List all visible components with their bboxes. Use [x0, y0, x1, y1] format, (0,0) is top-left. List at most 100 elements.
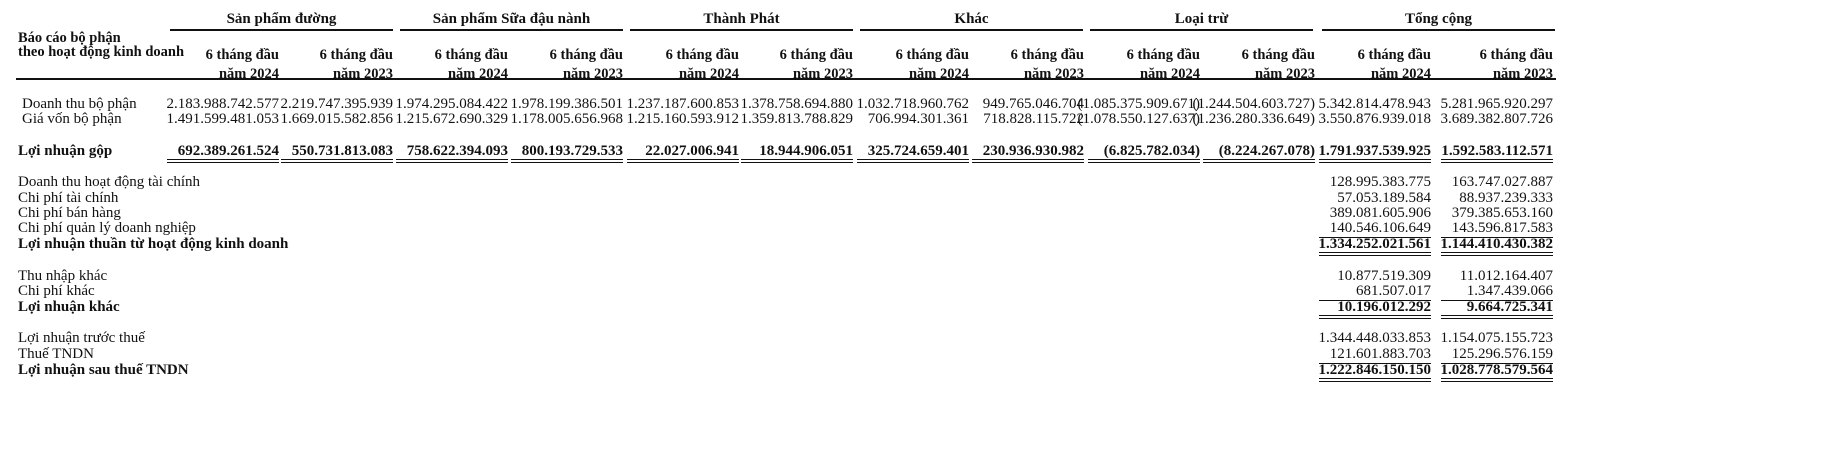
cell-value: 1.974.295.084.422 — [395, 96, 509, 112]
segment-underline — [860, 29, 1083, 31]
segment-underline — [1322, 29, 1555, 31]
cell-value: 1.359.813.788.829 — [740, 111, 854, 127]
row-label: Giá vốn bộ phận — [22, 111, 122, 127]
cell-value: 163.747.027.887 — [1451, 174, 1553, 190]
double-underline — [1088, 159, 1200, 163]
cell-value: 1.154.075.155.723 — [1440, 330, 1554, 346]
double-underline — [1319, 378, 1431, 382]
cell-value: 121.601.883.703 — [1329, 346, 1431, 362]
segment-underline — [170, 29, 393, 31]
double-underline — [1441, 315, 1553, 319]
period-header-line2: năm 2024 — [678, 66, 739, 82]
cell-value: 1.334.252.021.561 — [1318, 236, 1432, 252]
period-header-line2: năm 2024 — [1139, 66, 1200, 82]
cell-value: 692.389.261.524 — [177, 143, 279, 159]
cell-value: 11.012.164.407 — [1459, 268, 1553, 284]
period-header-line2: năm 2024 — [1370, 66, 1431, 82]
double-underline — [1319, 159, 1431, 163]
cell-value: 550.731.813.083 — [291, 143, 393, 159]
period-header-line2: năm 2023 — [1023, 66, 1084, 82]
cell-value: 1.178.005.656.968 — [510, 111, 624, 127]
double-underline — [1441, 378, 1553, 382]
row-label: Lợi nhuận gộp — [18, 143, 113, 159]
cell-value: 1.344.448.033.853 — [1318, 330, 1432, 346]
single-underline — [1319, 300, 1431, 301]
cell-value: (1.078.550.127.637) — [1077, 111, 1201, 127]
cell-value: 1.378.758.694.880 — [740, 96, 854, 112]
period-header-line2: năm 2024 — [908, 66, 969, 82]
cell-value: 800.193.729.533 — [521, 143, 623, 159]
cell-value: 2.183.988.742.577 — [166, 96, 280, 112]
cell-value: 128.995.383.775 — [1329, 174, 1431, 190]
report-title-line1: Báo cáo bộ phận — [18, 30, 121, 46]
cell-value: 1.791.937.539.925 — [1318, 143, 1432, 159]
cell-value: 1.491.599.481.053 — [166, 111, 280, 127]
segment-header-other: Khác — [954, 11, 989, 27]
segment-underline — [400, 29, 623, 31]
cell-value: 379.385.653.160 — [1451, 205, 1553, 221]
segment-header-elimination: Loại trừ — [1174, 11, 1229, 27]
cell-value: 1.222.846.150.150 — [1318, 362, 1432, 378]
single-underline — [1441, 237, 1553, 238]
segment-header-sugar: Sản phẩm đường — [226, 11, 337, 27]
period-header-line1: 6 tháng đầu — [1126, 47, 1200, 63]
row-label: Thuế TNDN — [18, 346, 94, 362]
cell-value: 389.081.605.906 — [1329, 205, 1431, 221]
cell-value: 1.215.672.690.329 — [395, 111, 509, 127]
segment-underline — [630, 29, 853, 31]
cell-value: 325.724.659.401 — [867, 143, 969, 159]
double-underline — [511, 159, 623, 163]
double-underline — [1319, 252, 1431, 256]
cell-value: 681.507.017 — [1356, 283, 1431, 299]
cell-value: 22.027.006.941 — [645, 143, 739, 159]
double-underline — [1319, 315, 1431, 319]
single-underline — [1441, 363, 1553, 364]
period-header-line2: năm 2023 — [332, 66, 393, 82]
cell-value: 1.215.160.593.912 — [626, 111, 740, 127]
cell-value: 1.144.410.430.382 — [1440, 236, 1554, 252]
cell-value: 140.546.106.649 — [1329, 220, 1431, 236]
double-underline — [627, 159, 739, 163]
period-header-line1: 6 tháng đầu — [1357, 47, 1431, 63]
segment-header-total: Tổng cộng — [1404, 11, 1473, 27]
period-header-line1: 6 tháng đầu — [434, 47, 508, 63]
cell-value: 5.342.814.478.943 — [1318, 96, 1432, 112]
period-header-line1: 6 tháng đầu — [779, 47, 853, 63]
row-label: Doanh thu hoạt động tài chính — [18, 174, 201, 190]
period-header-line2: năm 2023 — [1492, 66, 1553, 82]
segment-header-soymilk: Sản phẩm Sữa đậu nành — [432, 11, 591, 27]
header-rule — [16, 78, 1556, 80]
period-header-line1: 6 tháng đầu — [549, 47, 623, 63]
period-header-line1: 6 tháng đầu — [665, 47, 739, 63]
cell-value: (1.236.280.336.649) — [1192, 111, 1316, 127]
row-label: Chi phí khác — [18, 283, 95, 299]
cell-value: 1.032.718.960.762 — [856, 96, 970, 112]
period-header-line2: năm 2023 — [792, 66, 853, 82]
double-underline — [396, 159, 508, 163]
segment-header-thanh-phat: Thành Phát — [703, 11, 780, 27]
cell-value: 1.978.199.386.501 — [510, 96, 624, 112]
double-underline — [972, 159, 1084, 163]
double-underline — [167, 159, 279, 163]
cell-value: (6.825.782.034) — [1103, 143, 1200, 159]
report-title-line2: theo hoạt động kinh doanh — [18, 44, 185, 60]
row-label: Thu nhập khác — [18, 268, 108, 284]
period-header-line1: 6 tháng đầu — [1010, 47, 1084, 63]
period-header-line1: 6 tháng đầu — [1479, 47, 1553, 63]
period-header-line1: 6 tháng đầu — [205, 47, 279, 63]
cell-value: (8.224.267.078) — [1218, 143, 1315, 159]
cell-value: 5.281.965.920.297 — [1440, 96, 1554, 112]
cell-value: 949.765.046.704 — [982, 96, 1084, 112]
cell-value: 143.596.817.583 — [1451, 220, 1553, 236]
cell-value: 706.994.301.361 — [867, 111, 969, 127]
cell-value: 3.689.382.807.726 — [1440, 111, 1554, 127]
double-underline — [741, 159, 853, 163]
cell-value: 57.053.189.584 — [1337, 190, 1431, 206]
period-header-line1: 6 tháng đầu — [319, 47, 393, 63]
row-label: Lợi nhuận trước thuế — [18, 330, 145, 346]
single-underline — [1319, 237, 1431, 238]
row-label: Chi phí bán hàng — [18, 205, 121, 221]
cell-value: 18.944.906.051 — [759, 143, 853, 159]
cell-value: 3.550.876.939.018 — [1318, 111, 1432, 127]
double-underline — [1203, 159, 1315, 163]
